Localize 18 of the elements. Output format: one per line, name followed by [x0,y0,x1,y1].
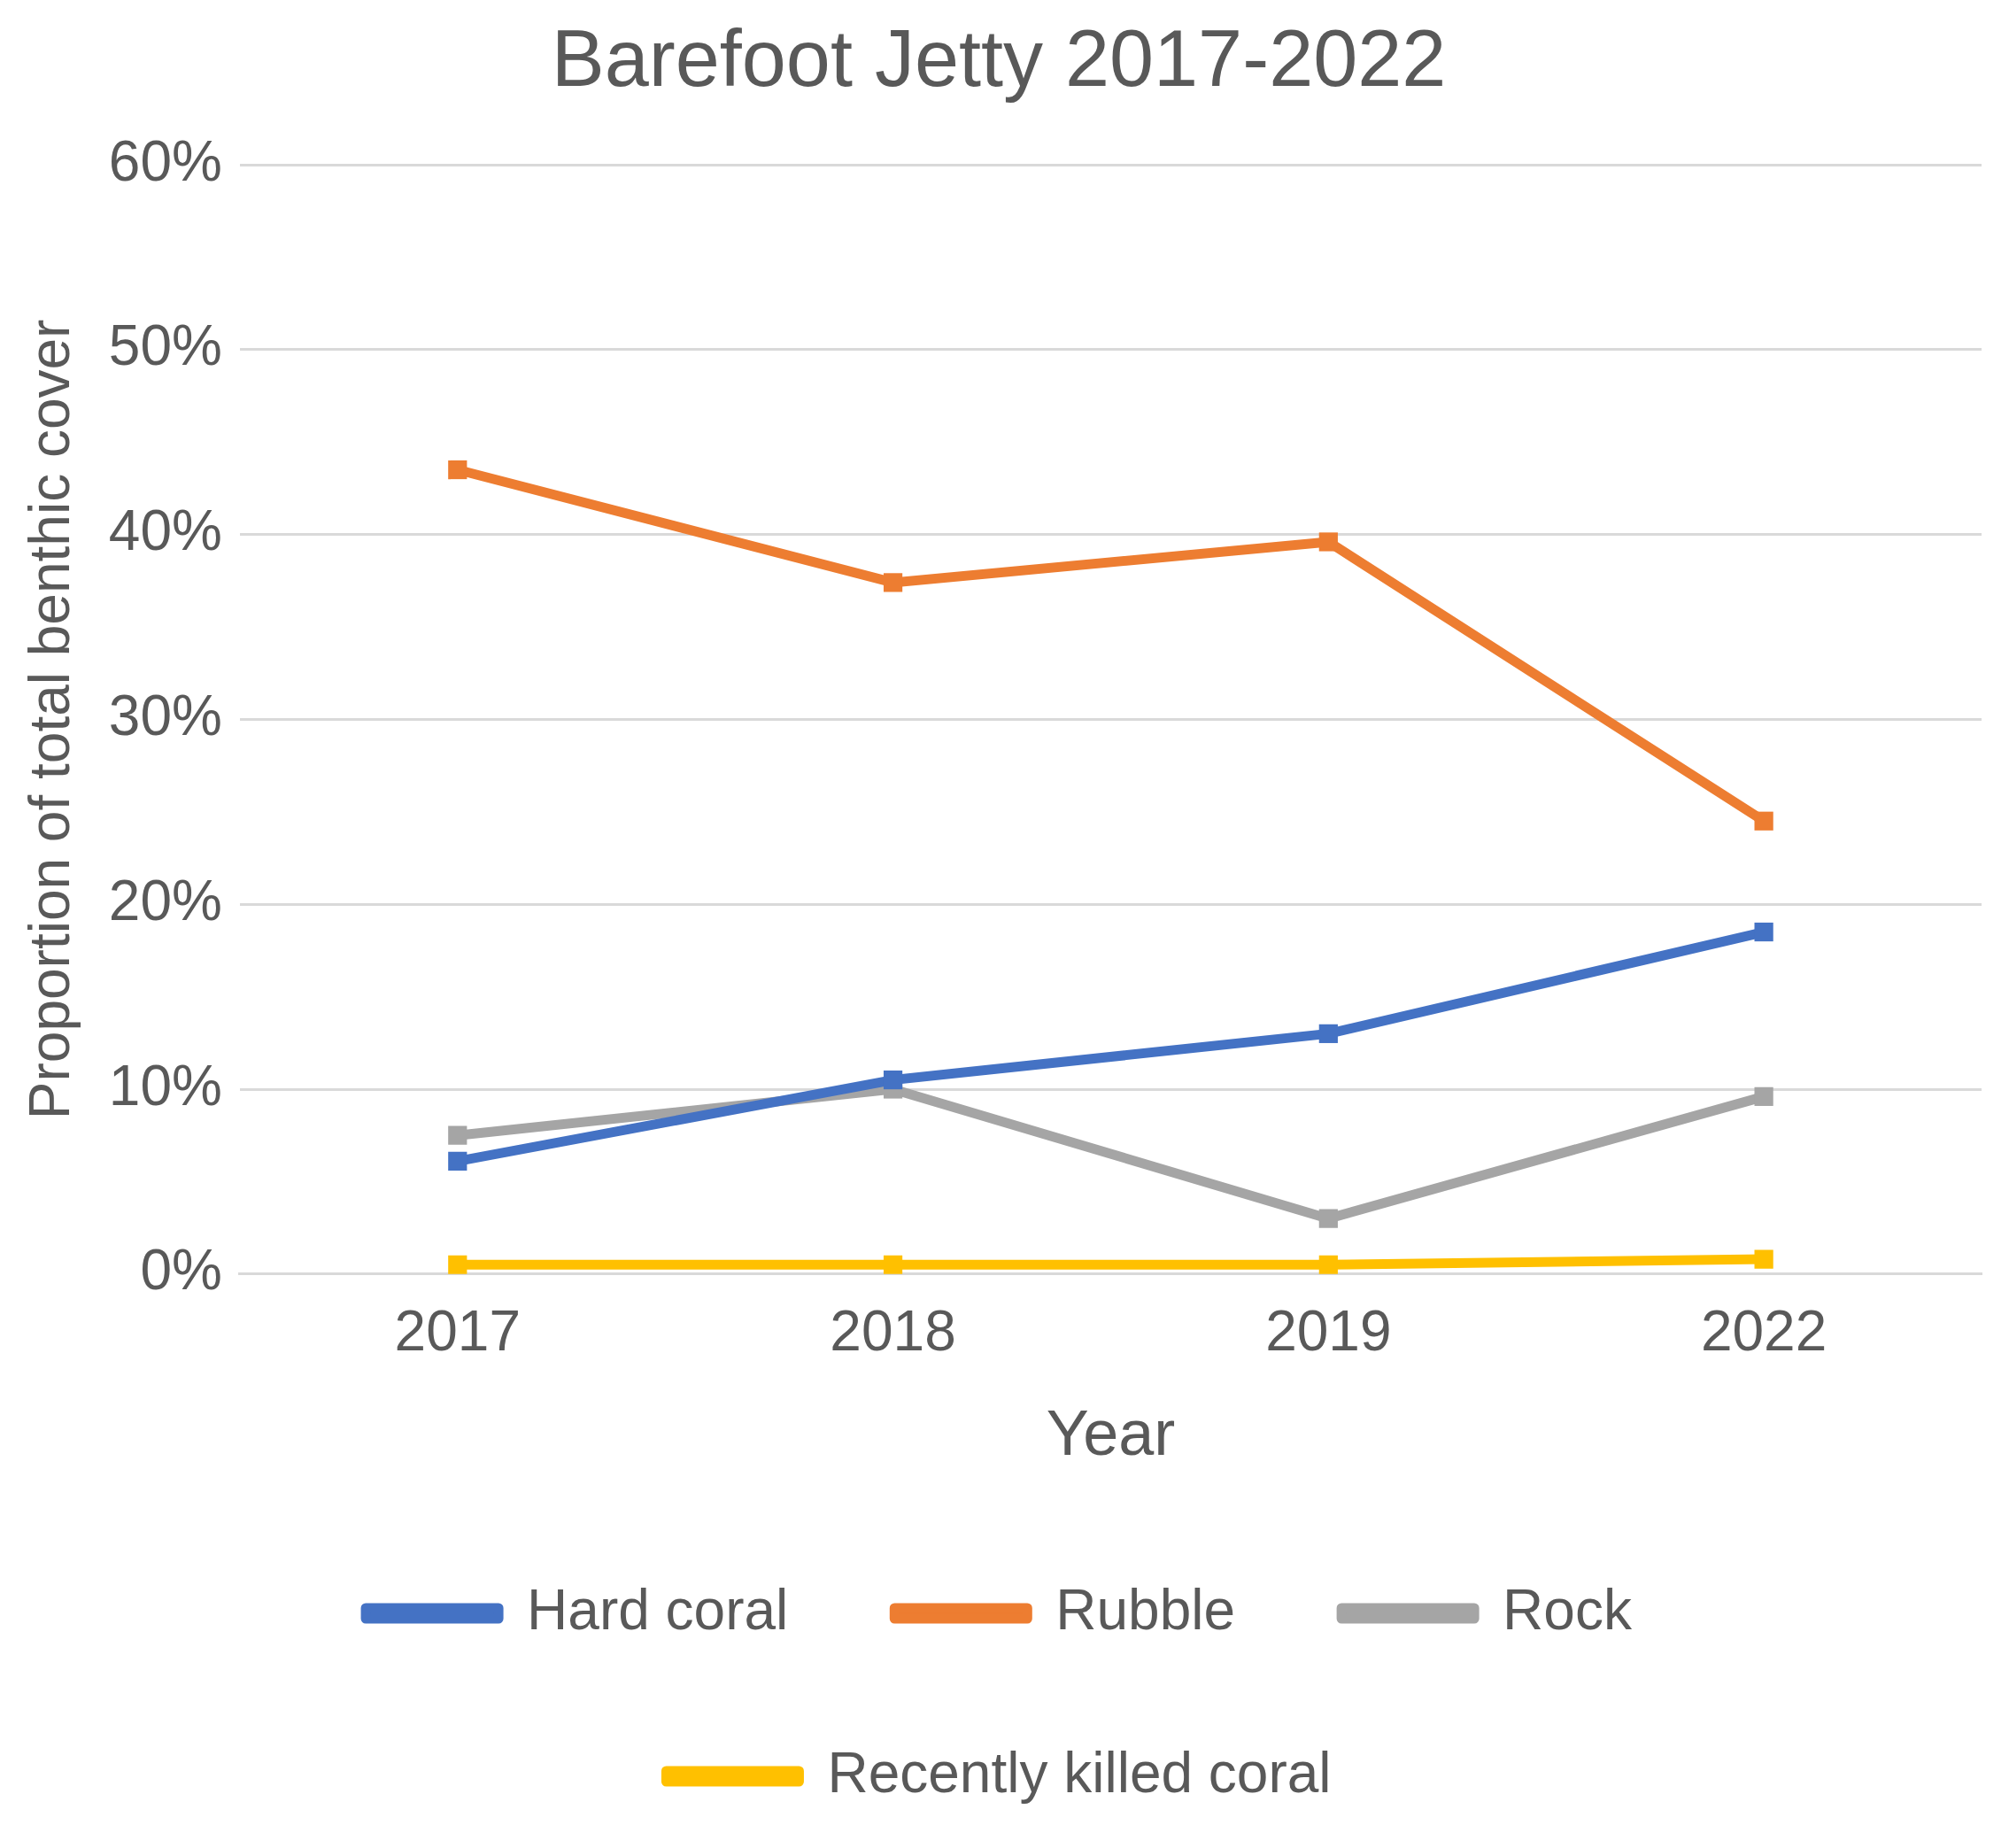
y-tick-label: 50% [108,313,222,378]
y-tick-label: 10% [108,1053,222,1117]
x-tick-label: 2018 [830,1298,956,1363]
y-tick-label: 30% [108,684,222,748]
y-tick-label: 0% [140,1238,222,1303]
chart-title: Barefoot Jetty 2017-2022 [551,13,1447,103]
y-tick-label: 60% [108,128,222,193]
x-tick-label: 2022 [1700,1298,1827,1363]
legend-label: Rubble [1055,1577,1236,1642]
x-tick-label: 2019 [1265,1298,1392,1363]
x-tick-label: 2017 [394,1298,521,1363]
y-axis-title: Proportion of total benthic cover [18,319,82,1120]
legend-label: Rock [1503,1577,1633,1642]
legend-label: Hard coral [527,1577,789,1642]
y-tick-label: 40% [108,499,222,563]
legend-label: Recently killed coral [827,1740,1332,1805]
x-axis-title: Year [1046,1396,1176,1468]
y-tick-label: 20% [108,868,222,932]
